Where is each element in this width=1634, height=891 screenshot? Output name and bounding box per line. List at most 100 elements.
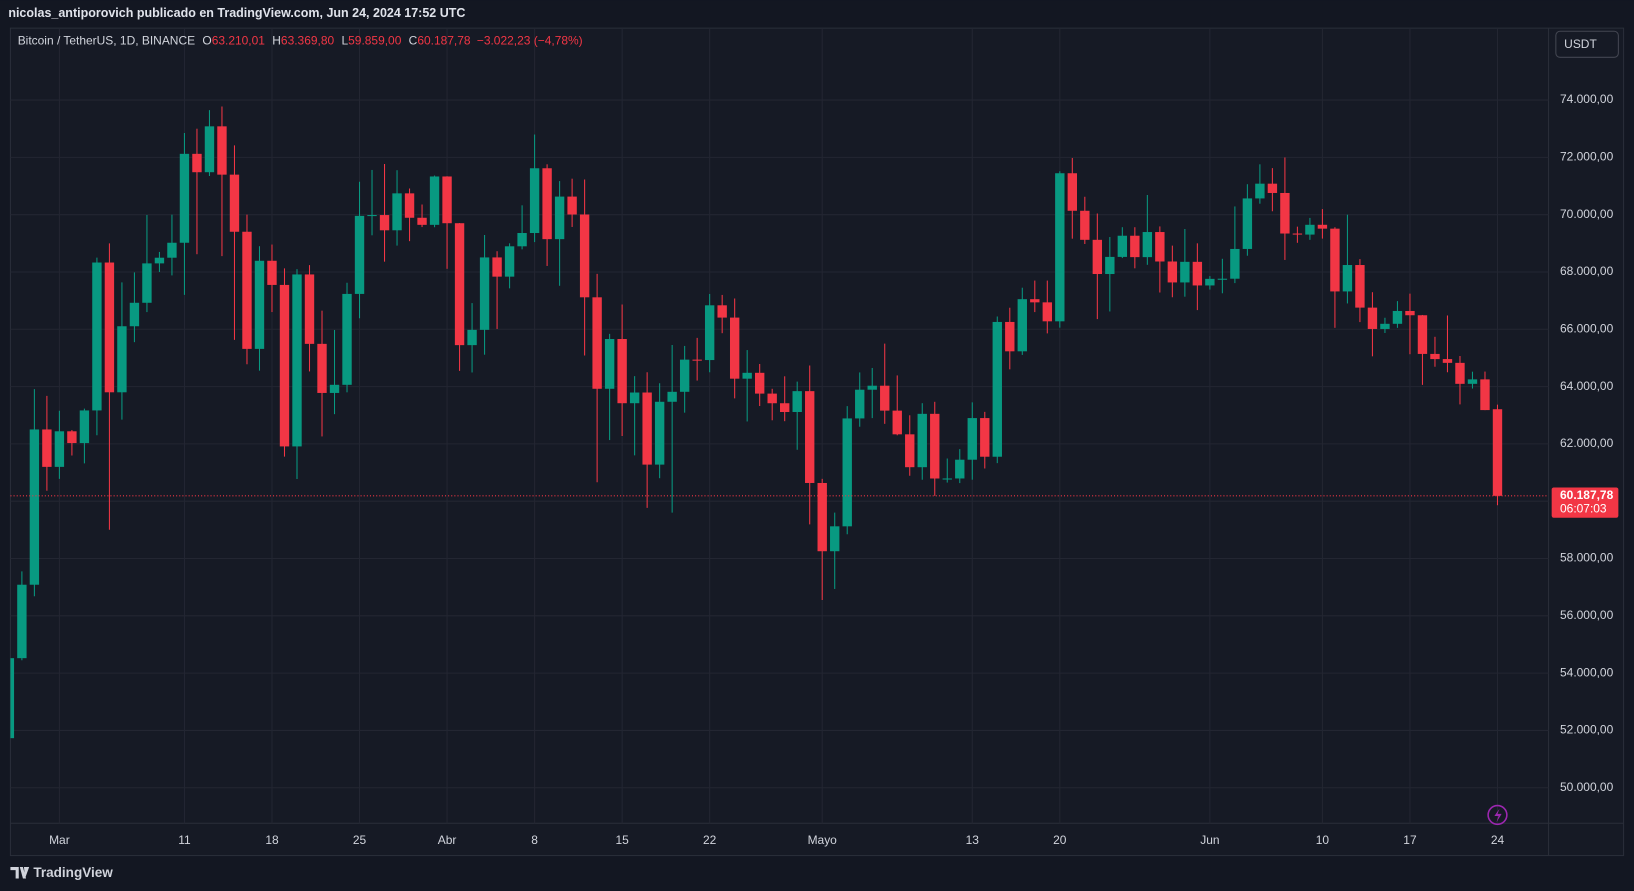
candle-body — [42, 429, 52, 467]
y-tick-label: 54.000,00 — [1560, 665, 1614, 679]
candle-body — [892, 410, 902, 435]
candle-body — [1042, 302, 1052, 322]
candle-body — [604, 338, 615, 389]
x-tick-label: Jun — [1200, 833, 1219, 847]
x-tick-label: 13 — [966, 833, 980, 847]
candle-body — [805, 391, 815, 483]
candle-body — [1180, 261, 1190, 283]
legend-value: 63.210,01 — [212, 34, 266, 48]
candle-body — [1117, 235, 1128, 257]
candle-body — [992, 321, 1002, 457]
currency-button[interactable] — [1555, 30, 1619, 58]
candle-body — [1017, 299, 1027, 352]
candle-body — [92, 262, 102, 411]
candle-body — [1080, 210, 1090, 240]
candle-body — [1342, 265, 1353, 292]
candle-body — [404, 193, 415, 218]
candle-body — [29, 429, 40, 585]
candle-body — [1205, 278, 1215, 286]
candle-body — [579, 214, 590, 298]
x-tick-label: Mar — [49, 833, 70, 847]
candle-body — [1292, 233, 1303, 235]
candle-body — [980, 418, 990, 457]
candle-body — [692, 359, 702, 361]
candle-body — [1055, 173, 1065, 322]
candle-body — [1242, 198, 1253, 249]
candle-body — [1105, 256, 1115, 275]
candle-body — [379, 215, 390, 231]
legend-key: O — [202, 34, 211, 48]
currency-label[interactable]: USDT — [1564, 37, 1597, 51]
candle-body — [242, 231, 252, 349]
candle-body — [492, 257, 502, 277]
y-tick-label: 64.000,00 — [1560, 379, 1614, 393]
candle-body — [1430, 353, 1440, 360]
candle-body — [617, 338, 627, 404]
candle-body — [930, 413, 940, 479]
candle-body — [767, 393, 777, 404]
candle-body — [167, 242, 177, 258]
candle-body — [1367, 307, 1378, 329]
legend-value: 63.369,80 — [281, 34, 335, 48]
y-tick-label: 50.000,00 — [1560, 780, 1614, 794]
candle-body — [1280, 192, 1290, 234]
candle-body — [1167, 261, 1178, 283]
x-tick-label: 22 — [703, 833, 717, 847]
y-tick-label: 68.000,00 — [1560, 264, 1614, 278]
legend-change: −3.022,23 (−4,78%) — [477, 34, 583, 48]
legend-fields: O63.210,01 H63.369,80 L59.859,00 C60.187,78 — [202, 34, 471, 48]
alert-icon[interactable] — [1487, 804, 1508, 826]
candle-body — [54, 431, 65, 467]
candle-body — [1492, 409, 1503, 496]
candle-body — [754, 372, 765, 394]
candle-body — [1405, 310, 1415, 316]
candle-body — [917, 413, 927, 468]
candle-body — [304, 274, 315, 344]
candle-body — [254, 260, 265, 349]
candle-body — [717, 305, 727, 318]
candle-body — [942, 478, 952, 480]
candle-body — [442, 176, 452, 224]
candle-body — [392, 193, 402, 231]
candle-body — [955, 459, 965, 479]
candle-body — [1317, 224, 1328, 229]
candle-body — [842, 418, 852, 527]
byline: nicolas_antiporovich publicado en Tradin… — [8, 6, 465, 20]
candle-body — [1230, 248, 1240, 279]
candle-body — [1305, 224, 1315, 235]
candle-body — [1330, 228, 1340, 292]
x-tick-label: 17 — [1403, 833, 1417, 847]
candle-body — [517, 233, 527, 247]
candle-body — [1217, 278, 1228, 280]
candle-body — [1155, 232, 1165, 262]
candles — [10, 106, 1549, 739]
last-price-label: 60.187,78 — [1560, 488, 1614, 502]
legend-value: 59.859,00 — [348, 34, 402, 48]
candle-body — [192, 153, 202, 173]
y-tick-label: 74.000,00 — [1560, 92, 1614, 106]
legend-symbol: Bitcoin / TetherUS, 1D, BINANCE — [18, 34, 195, 48]
candle-body — [17, 584, 27, 659]
candle-body — [179, 153, 190, 243]
candle-body — [1380, 323, 1390, 329]
candle-body — [1442, 359, 1453, 363]
candle-body — [129, 302, 140, 327]
brand-name: TradingView — [33, 865, 113, 880]
candle-body — [467, 329, 477, 346]
candle-body — [742, 372, 752, 379]
candle-body — [1067, 173, 1078, 211]
candle-body — [654, 401, 665, 465]
candle-body — [417, 217, 427, 225]
candle-body — [117, 326, 127, 393]
candle-body — [204, 126, 215, 173]
y-tick-label: 52.000,00 — [1560, 723, 1614, 737]
candle-body — [1417, 315, 1428, 354]
candle-body — [342, 293, 352, 385]
x-tick-label: Mayo — [808, 833, 838, 847]
candle-body — [729, 317, 740, 379]
x-tick-label: 8 — [531, 833, 538, 847]
candle-body — [1130, 235, 1140, 258]
y-tick-label: 62.000,00 — [1560, 436, 1614, 450]
candle-body — [367, 215, 377, 217]
candle-body — [279, 284, 290, 447]
